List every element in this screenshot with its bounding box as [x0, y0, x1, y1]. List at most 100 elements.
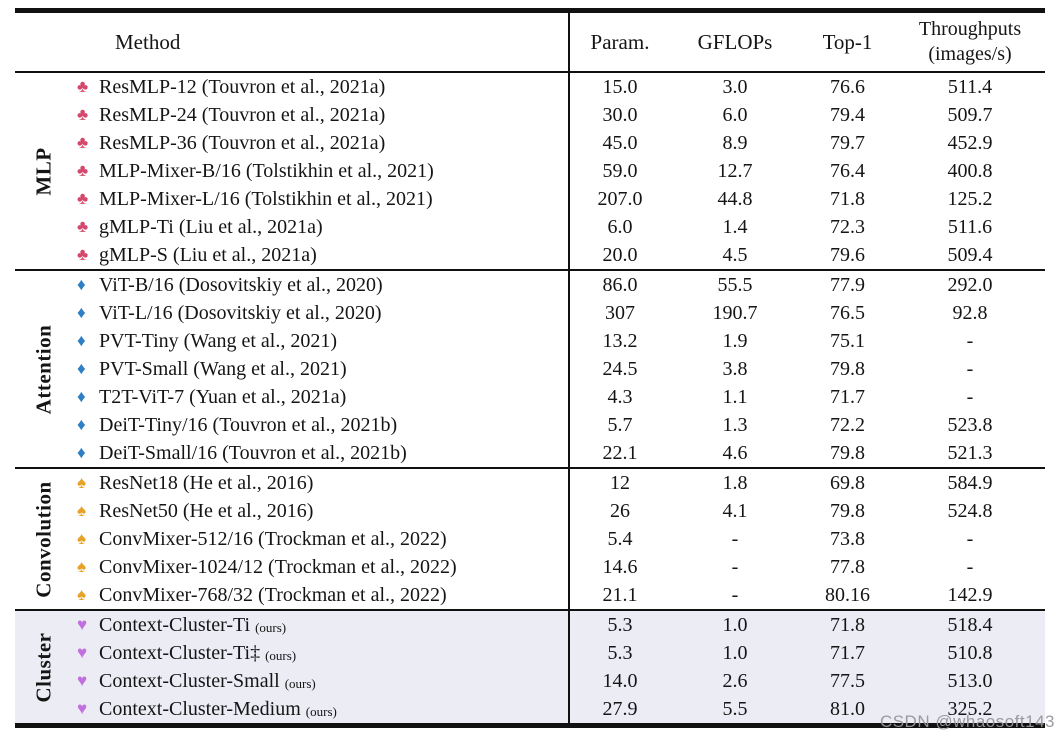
param-value: 20.0	[602, 244, 638, 266]
header-cell-top1: Top-1	[822, 29, 873, 54]
throughput-value: 92.8	[952, 302, 988, 324]
method-cell: ♦ DeiT-Small/16 (Touvron et al., 2021b)	[15, 439, 570, 467]
watermark: CSDN @whaosoft143	[879, 712, 1055, 731]
method-name: DeiT-Tiny/16 (Touvron et al., 2021b)	[99, 414, 398, 436]
diamond-icon: ♦	[77, 275, 86, 294]
gflops-value: -	[731, 584, 739, 606]
method-name: ResMLP-36 (Touvron et al., 2021a)	[99, 132, 386, 154]
param-value: 14.6	[602, 556, 638, 578]
gflops-value: 44.8	[717, 188, 753, 210]
method-note: (ours)	[305, 704, 337, 719]
section-rows: ♥ Context-Cluster-Ti (ours) 5.3 1.0 71.8…	[15, 611, 1045, 723]
method-name: ConvMixer-512/16 (Trockman et al., 2022)	[99, 528, 447, 550]
param-value: 12	[610, 472, 630, 494]
throughput-value: 509.7	[947, 104, 993, 126]
throughput-value: -	[966, 358, 974, 380]
top1-value: 73.8	[830, 528, 865, 550]
table-row: ♦ ViT-L/16 (Dosovitskiy et al., 2020) 30…	[15, 299, 1045, 327]
section-convolution: Convolution ♠ ResNet18 (He et al., 2016)…	[15, 467, 1045, 609]
top1-value: 80.16	[825, 584, 870, 606]
throughput-value: 511.6	[947, 216, 993, 238]
spade-icon: ♠	[77, 557, 87, 576]
top1-value: 72.2	[830, 414, 865, 436]
top1-value: 76.4	[830, 160, 865, 182]
table-row: ♦ T2T-ViT-7 (Yuan et al., 2021a) 4.3 1.1…	[15, 383, 1045, 411]
throughput-value: 513.0	[947, 670, 993, 692]
table-row: ♠ ConvMixer-1024/12 (Trockman et al., 20…	[15, 553, 1045, 581]
club-icon: ♣	[77, 217, 89, 236]
throughput-value: 518.4	[947, 614, 993, 636]
gflops-value: 3.0	[722, 76, 748, 98]
gflops-value: 2.6	[722, 670, 748, 692]
throughput-value: 521.3	[947, 442, 993, 464]
param-value: 5.3	[607, 614, 633, 636]
table-row: ♦ PVT-Small (Wang et al., 2021) 24.5 3.8…	[15, 355, 1045, 383]
heart-icon: ♥	[77, 671, 88, 690]
top1-value: 75.1	[830, 330, 865, 352]
method-cell: ♥ Context-Cluster-Small (ours)	[15, 667, 570, 695]
table-row: ♥ Context-Cluster-Ti‡ (ours) 5.3 1.0 71.…	[15, 639, 1045, 667]
method-cell: ♥ Context-Cluster-Medium (ours)	[15, 695, 570, 723]
section-cluster: Cluster ♥ Context-Cluster-Ti (ours) 5.3 …	[15, 609, 1045, 723]
top1-value: 71.8	[830, 614, 865, 636]
top1-value: 79.8	[830, 500, 865, 522]
club-icon: ♣	[77, 105, 89, 124]
throughput-value: 400.8	[947, 160, 993, 182]
param-value: 5.3	[607, 642, 633, 664]
club-icon: ♣	[77, 245, 89, 264]
method-cell: ♦ ViT-B/16 (Dosovitskiy et al., 2020)	[15, 271, 570, 299]
gflops-value: 1.0	[722, 642, 748, 664]
table-row: ♥ Context-Cluster-Small (ours) 14.0 2.6 …	[15, 667, 1045, 695]
method-cell: ♥ Context-Cluster-Ti‡ (ours)	[15, 639, 570, 667]
table-header-row: Method Param. GFLOPs Top-1 Throughputs (…	[15, 13, 1045, 73]
param-value: 14.0	[602, 670, 638, 692]
throughput-value: 325.2	[947, 698, 993, 720]
gflops-value: 5.5	[722, 698, 748, 720]
throughput-value: -	[966, 386, 974, 408]
table-row: ♣ MLP-Mixer-B/16 (Tolstikhin et al., 202…	[15, 157, 1045, 185]
param-value: 26	[610, 500, 630, 522]
table-row: ♦ ViT-B/16 (Dosovitskiy et al., 2020) 86…	[15, 271, 1045, 299]
param-value: 21.1	[602, 584, 638, 606]
top1-value: 79.8	[830, 358, 865, 380]
method-cell: ♠ ConvMixer-768/32 (Trockman et al., 202…	[15, 581, 570, 609]
top1-value: 71.7	[830, 386, 865, 408]
method-name: ConvMixer-768/32 (Trockman et al., 2022)	[99, 584, 447, 606]
gflops-value: 1.1	[722, 386, 748, 408]
method-name: DeiT-Small/16 (Touvron et al., 2021b)	[99, 442, 407, 464]
method-note: (ours)	[255, 620, 287, 635]
method-name: ResMLP-12 (Touvron et al., 2021a)	[99, 76, 386, 98]
throughput-value: 292.0	[947, 274, 993, 296]
club-icon: ♣	[77, 133, 89, 152]
throughput-value: 142.9	[947, 584, 993, 606]
method-cell: ♦ DeiT-Tiny/16 (Touvron et al., 2021b)	[15, 411, 570, 439]
diamond-icon: ♦	[77, 387, 86, 406]
club-icon: ♣	[77, 189, 89, 208]
method-name: T2T-ViT-7 (Yuan et al., 2021a)	[99, 386, 347, 408]
method-cell: ♥ Context-Cluster-Ti (ours)	[15, 611, 570, 639]
throughput-value: 511.4	[947, 76, 993, 98]
method-cell: ♠ ResNet50 (He et al., 2016)	[15, 497, 570, 525]
param-value: 27.9	[602, 698, 638, 720]
method-name: gMLP-Ti (Liu et al., 2021a)	[99, 216, 323, 238]
throughput-value: -	[966, 528, 974, 550]
method-cell: ♦ PVT-Tiny (Wang et al., 2021)	[15, 327, 570, 355]
throughput-value: -	[966, 330, 974, 352]
top1-value: 76.6	[830, 76, 865, 98]
throughput-value: 584.9	[947, 472, 993, 494]
method-name: MLP-Mixer-B/16 (Tolstikhin et al., 2021)	[99, 160, 434, 182]
table-row: ♥ Context-Cluster-Medium (ours) 27.9 5.5…	[15, 695, 1045, 723]
method-cell: ♦ PVT-Small (Wang et al., 2021)	[15, 355, 570, 383]
method-cell: ♣ MLP-Mixer-L/16 (Tolstikhin et al., 202…	[15, 185, 570, 213]
method-cell: ♣ ResMLP-24 (Touvron et al., 2021a)	[15, 101, 570, 129]
method-note: (ours)	[284, 676, 316, 691]
param-value: 45.0	[602, 132, 638, 154]
top1-value: 79.7	[830, 132, 865, 154]
gflops-value: 3.8	[722, 358, 748, 380]
gflops-value: 1.8	[722, 472, 748, 494]
method-cell: ♠ ConvMixer-1024/12 (Trockman et al., 20…	[15, 553, 570, 581]
throughput-header: Throughputs (images/s)	[919, 17, 1021, 67]
results-table: Method Param. GFLOPs Top-1 Throughputs (…	[15, 8, 1045, 728]
throughput-value: 523.8	[947, 414, 993, 436]
section-rows: ♣ ResMLP-12 (Touvron et al., 2021a) 15.0…	[15, 73, 1045, 269]
